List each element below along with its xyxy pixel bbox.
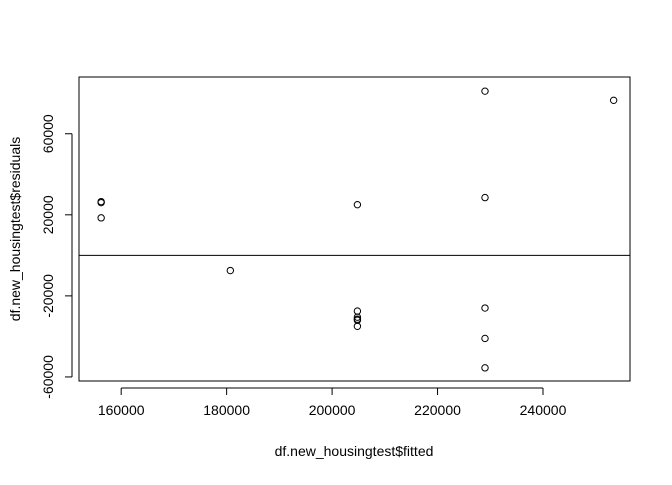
data-point (353, 313, 362, 321)
data-point (353, 322, 362, 330)
x-tick-label: 220000 (414, 402, 461, 418)
x-tick-label: 160000 (98, 402, 145, 418)
x-axis: 160000 180000 200000 220000 240000 (98, 387, 567, 418)
data-point (97, 198, 105, 207)
y-tick-label: -60000 (40, 355, 56, 399)
x-axis-label: df.new_housingtest$fitted (275, 443, 434, 459)
plot-frame (78, 76, 631, 382)
data-point (481, 364, 489, 372)
x-tick-label: 180000 (203, 402, 250, 418)
data-point (481, 334, 489, 343)
y-tick-label: -20000 (40, 274, 56, 318)
data-point (481, 87, 489, 95)
data-point (481, 193, 489, 202)
y-axis: -60000 -20000 20000 60000 (40, 114, 73, 399)
data-point (609, 96, 618, 105)
data-point (353, 307, 362, 315)
y-tick-label: 20000 (40, 195, 56, 234)
data-point (481, 304, 489, 312)
data-point (97, 214, 105, 222)
y-tick-label: 60000 (40, 114, 56, 153)
x-tick-label: 200000 (309, 402, 356, 418)
data-points (97, 87, 618, 372)
x-tick-label: 240000 (520, 402, 567, 418)
data-point (226, 266, 235, 275)
data-point (353, 200, 362, 209)
y-axis-label: df.new_housingtest$residuals (7, 137, 23, 321)
